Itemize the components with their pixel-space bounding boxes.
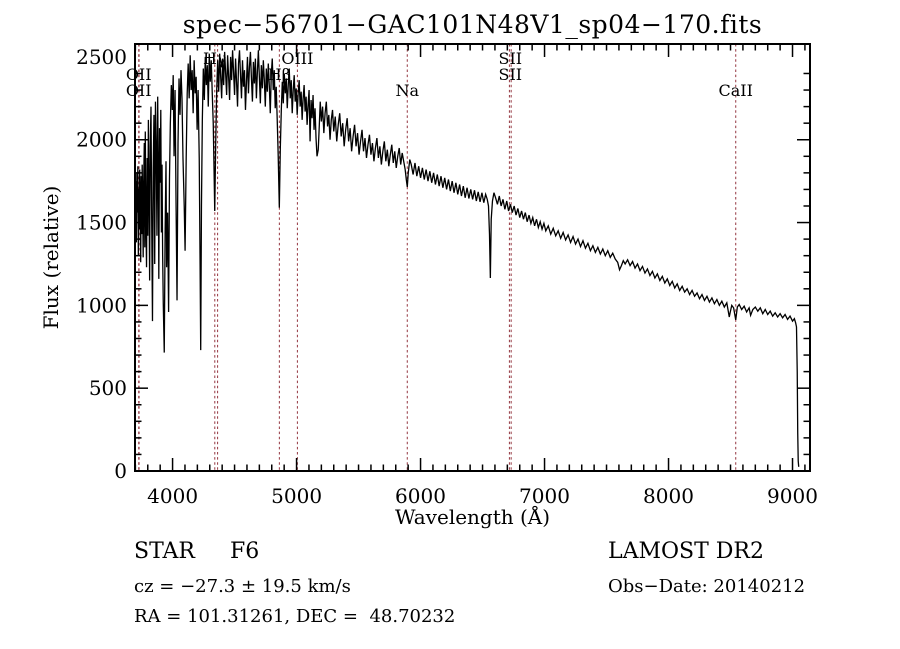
svg-text:4000: 4000 [147,484,198,508]
plot-title: spec−56701−GAC101N48V1_sp04−170.fits [182,10,763,39]
svg-text:9000: 9000 [767,484,818,508]
axis-ticks [134,44,810,472]
svg-text:6000: 6000 [395,484,446,508]
svg-text:500: 500 [89,376,127,400]
svg-text:7000: 7000 [519,484,570,508]
spectral-line-markers [138,44,737,471]
radial-velocity-text: cz = −27.3 ± 19.5 km/s [134,576,351,597]
x-tick-labels: 4000 5000 6000 7000 8000 9000 [147,484,818,508]
svg-text:5000: 5000 [271,484,322,508]
survey-text: LAMOST DR2 [608,539,764,564]
line-label-SII: SII [498,49,522,68]
y-tick-labels: 0 500 1000 1500 2000 2500 [76,45,127,483]
svg-text:1000: 1000 [76,293,127,317]
x-axis-label: Wavelength (Å) [395,504,550,529]
classification-text: STAR F6 [134,539,260,564]
line-label-CaII: CaII [718,81,752,100]
ra-dec-text: RA = 101.31261, DEC = 48.70232 [134,606,456,627]
line-label-Na: Na [396,81,420,100]
line-label-SII: SII [498,65,522,84]
svg-text:2500: 2500 [76,45,127,69]
y-axis-label: Flux (relative) [39,186,63,330]
svg-text:1500: 1500 [76,211,127,235]
plot-frame [134,43,811,472]
svg-text:2000: 2000 [76,128,127,152]
svg-text:8000: 8000 [643,484,694,508]
line-label-OIII: OIII [281,49,313,68]
line-label-OII: OII [126,65,152,84]
obs-date-text: Obs−Date: 20140212 [608,576,806,597]
spectrum-path [134,50,800,467]
svg-text:0: 0 [114,459,127,483]
